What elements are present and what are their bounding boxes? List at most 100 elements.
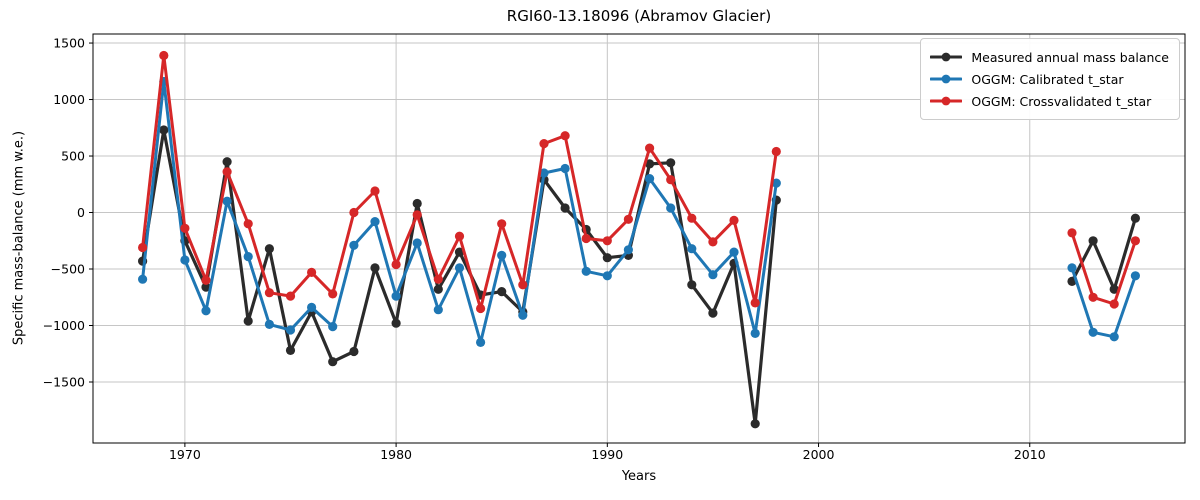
data-point — [349, 240, 359, 250]
data-point — [729, 215, 739, 225]
data-point — [1088, 236, 1098, 246]
data-point — [264, 319, 274, 329]
data-point — [433, 274, 443, 284]
data-point — [159, 125, 169, 135]
data-point — [454, 263, 465, 273]
data-point — [138, 274, 148, 284]
data-point — [497, 219, 507, 229]
data-point — [412, 210, 422, 220]
data-point — [1130, 213, 1140, 223]
data-point — [666, 203, 676, 213]
data-point — [349, 346, 359, 357]
data-point — [307, 267, 317, 277]
data-point — [623, 245, 634, 255]
data-point — [412, 198, 422, 209]
data-point — [602, 271, 612, 281]
chart-title: RGI60-13.18096 (Abramov Glacier) — [506, 7, 772, 25]
series-line-1 — [141, 80, 778, 344]
axes-frame — [92, 33, 1186, 444]
data-point — [560, 203, 570, 213]
data-point — [602, 253, 612, 263]
data-point — [222, 157, 232, 167]
data-point — [1130, 236, 1140, 246]
data-point — [666, 175, 676, 185]
data-point — [645, 143, 655, 153]
data-point — [201, 306, 211, 316]
x-axis-label: Years — [621, 469, 657, 484]
data-point — [539, 139, 549, 149]
series-line-0 — [1070, 216, 1138, 291]
data-point — [1109, 284, 1119, 294]
series-line-1 — [1070, 266, 1137, 339]
data-point — [159, 50, 169, 61]
data-point — [750, 328, 760, 338]
data-point — [391, 291, 401, 301]
data-point — [1067, 228, 1077, 238]
data-point — [328, 322, 338, 332]
y-tick-label: −1500 — [43, 374, 85, 389]
data-point — [687, 213, 697, 223]
legend-item: OGGM: Crossvalidated t_star — [930, 90, 1169, 112]
y-tick-label: 500 — [61, 148, 85, 163]
data-point — [180, 223, 190, 233]
data-point — [285, 325, 296, 335]
data-point — [560, 163, 570, 174]
data-point — [201, 275, 211, 285]
data-point — [729, 247, 739, 257]
data-point — [518, 310, 528, 320]
data-point — [264, 288, 274, 298]
data-point — [1130, 271, 1140, 281]
data-point — [454, 231, 465, 241]
data-point — [243, 252, 253, 262]
data-point — [1088, 327, 1098, 337]
data-point — [222, 196, 232, 206]
x-tick-label: 2010 — [1014, 447, 1046, 462]
data-point — [581, 233, 591, 244]
data-point — [476, 337, 486, 347]
data-point — [391, 259, 401, 270]
x-tick-label: 1990 — [591, 447, 623, 462]
data-point — [433, 305, 443, 315]
data-point — [687, 280, 697, 290]
legend-item: OGGM: Calibrated t_star — [930, 68, 1169, 90]
data-point — [1088, 292, 1098, 302]
y-tick-label: −500 — [51, 261, 85, 276]
data-point — [180, 255, 190, 265]
data-point — [560, 131, 570, 141]
data-point — [285, 345, 296, 355]
legend-line-swatch — [930, 96, 963, 106]
y-tick-label: −1000 — [43, 318, 85, 333]
data-point — [138, 242, 148, 253]
x-tick-label: 2000 — [803, 447, 835, 462]
data-point — [750, 298, 760, 308]
legend-line-swatch — [930, 52, 963, 62]
data-point — [771, 146, 781, 157]
data-point — [623, 214, 634, 224]
y-tick-label: 0 — [77, 205, 85, 220]
data-point — [370, 186, 380, 196]
data-point — [201, 282, 211, 292]
data-point — [1109, 332, 1119, 342]
x-tick-label: 1970 — [169, 447, 201, 462]
data-point — [222, 167, 232, 177]
data-point — [412, 238, 422, 248]
y-tick-label: 1000 — [53, 92, 85, 107]
data-point — [433, 284, 443, 294]
data-point — [307, 302, 317, 312]
data-point — [328, 289, 338, 299]
data-point — [602, 236, 612, 246]
legend-line-swatch — [930, 74, 963, 84]
data-point — [687, 244, 697, 254]
legend-label: Measured annual mass balance — [971, 49, 1169, 65]
data-point — [454, 247, 465, 257]
data-point — [497, 287, 507, 297]
data-point — [391, 318, 401, 328]
x-tick-label: 1980 — [380, 447, 412, 462]
series-line-0 — [141, 128, 778, 426]
data-point — [708, 237, 718, 247]
series-line-2 — [1070, 231, 1137, 306]
data-point — [750, 419, 760, 429]
legend: Measured annual mass balance OGGM: Calibr… — [920, 38, 1180, 120]
